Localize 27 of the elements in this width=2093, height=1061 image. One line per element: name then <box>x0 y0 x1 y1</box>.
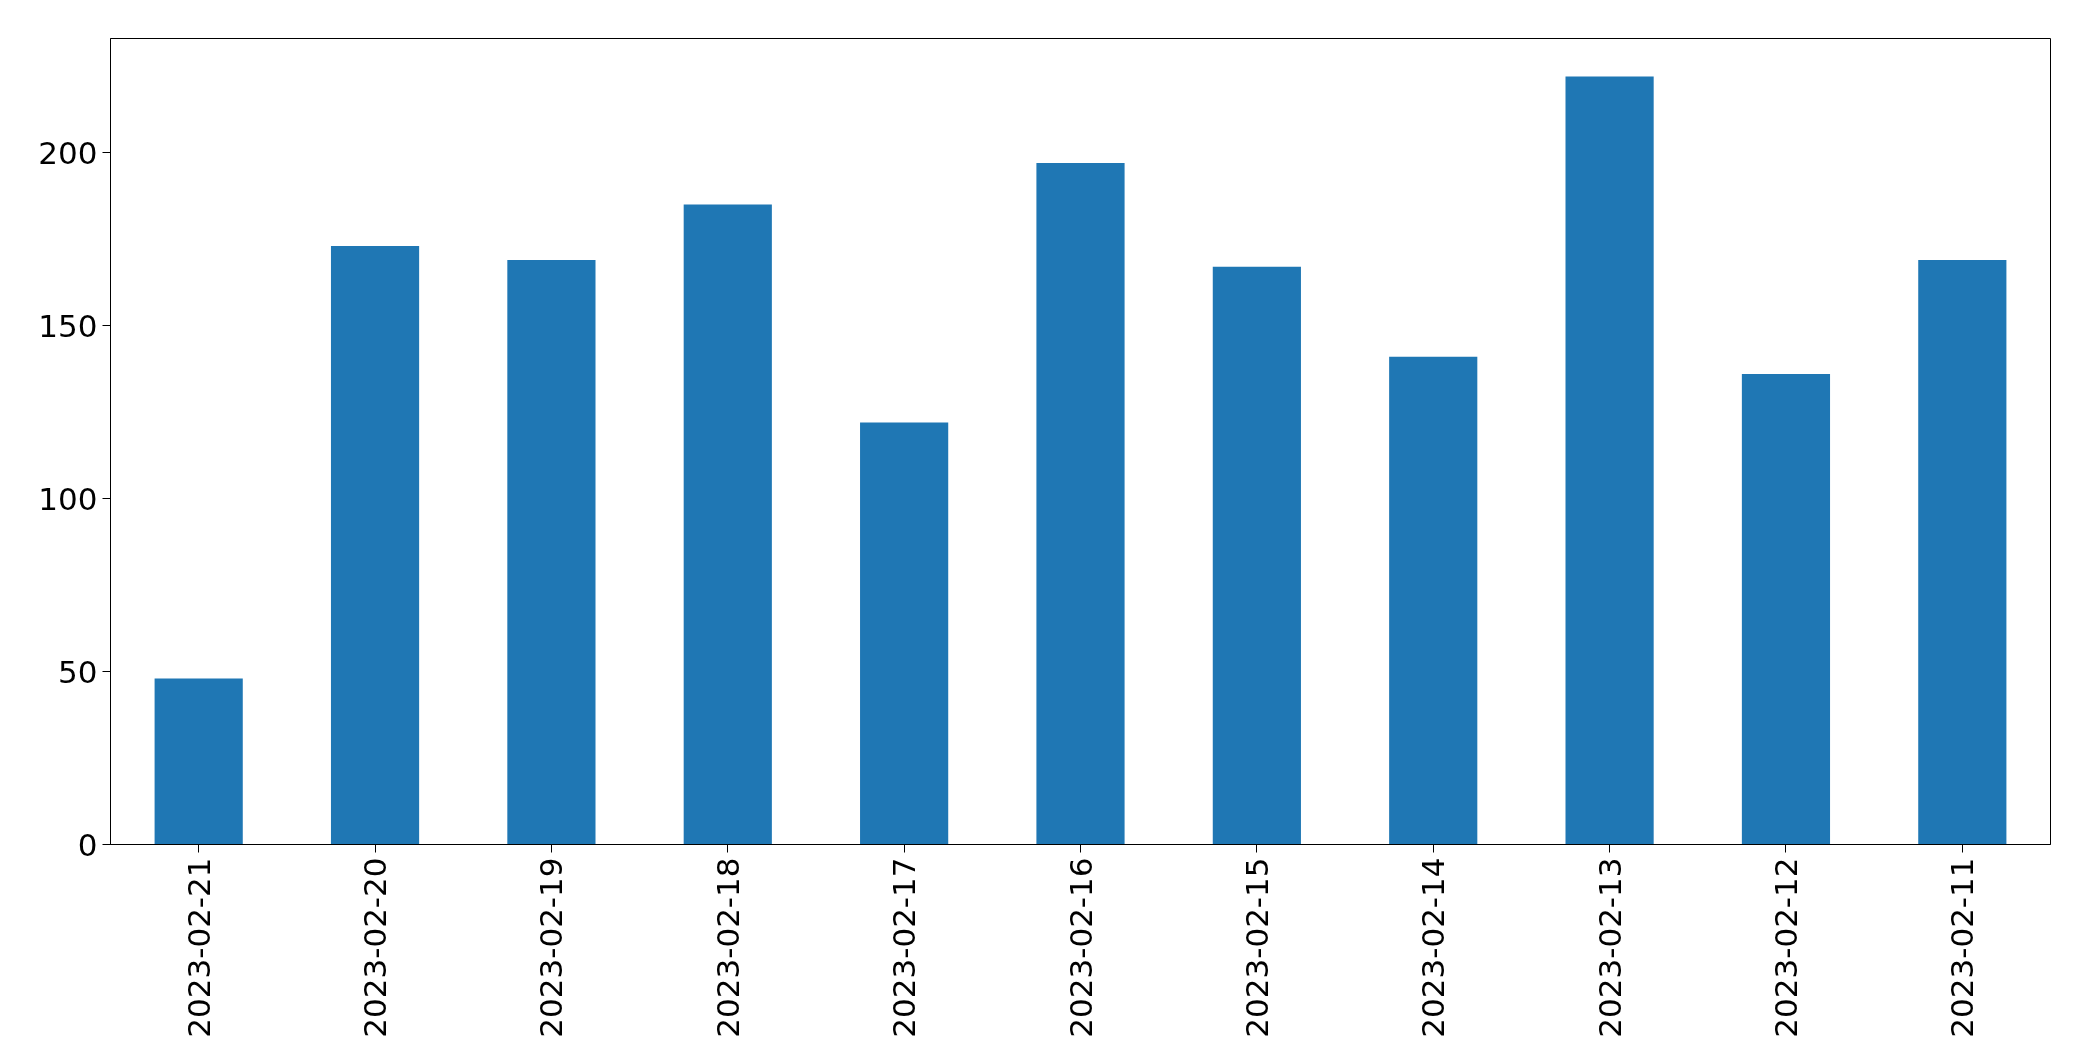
bar <box>154 678 243 845</box>
x-tick-label: 2023-02-15 <box>1238 857 1275 1038</box>
x-tick-label: 2023-02-12 <box>1767 857 1804 1038</box>
x-tick-label: 2023-02-20 <box>357 857 394 1038</box>
y-tick-label: 200 <box>38 134 98 171</box>
x-tick-label: 2023-02-18 <box>709 857 746 1038</box>
bar <box>507 259 596 845</box>
bar <box>330 246 420 845</box>
x-tick-label: 2023-02-14 <box>1415 857 1452 1038</box>
bar <box>1212 266 1301 845</box>
bar <box>1565 76 1654 845</box>
x-tick-label: 2023-02-13 <box>1591 857 1628 1038</box>
x-tick-label: 2023-02-17 <box>886 857 923 1038</box>
x-tick-label: 2023-02-21 <box>180 857 217 1038</box>
bar <box>1036 163 1125 845</box>
x-tick-label: 2023-02-11 <box>1944 857 1981 1038</box>
bar <box>1741 374 1831 845</box>
y-tick-label: 100 <box>38 480 98 517</box>
bar <box>1389 356 1478 845</box>
bar <box>683 204 772 845</box>
y-tick-label: 50 <box>58 653 98 690</box>
bar <box>860 422 949 845</box>
y-tick-label: 0 <box>77 826 98 863</box>
y-tick-label: 150 <box>38 307 98 344</box>
bar <box>1918 259 2007 845</box>
x-tick-label: 2023-02-16 <box>1062 857 1099 1038</box>
x-tick-label: 2023-02-19 <box>533 857 570 1038</box>
